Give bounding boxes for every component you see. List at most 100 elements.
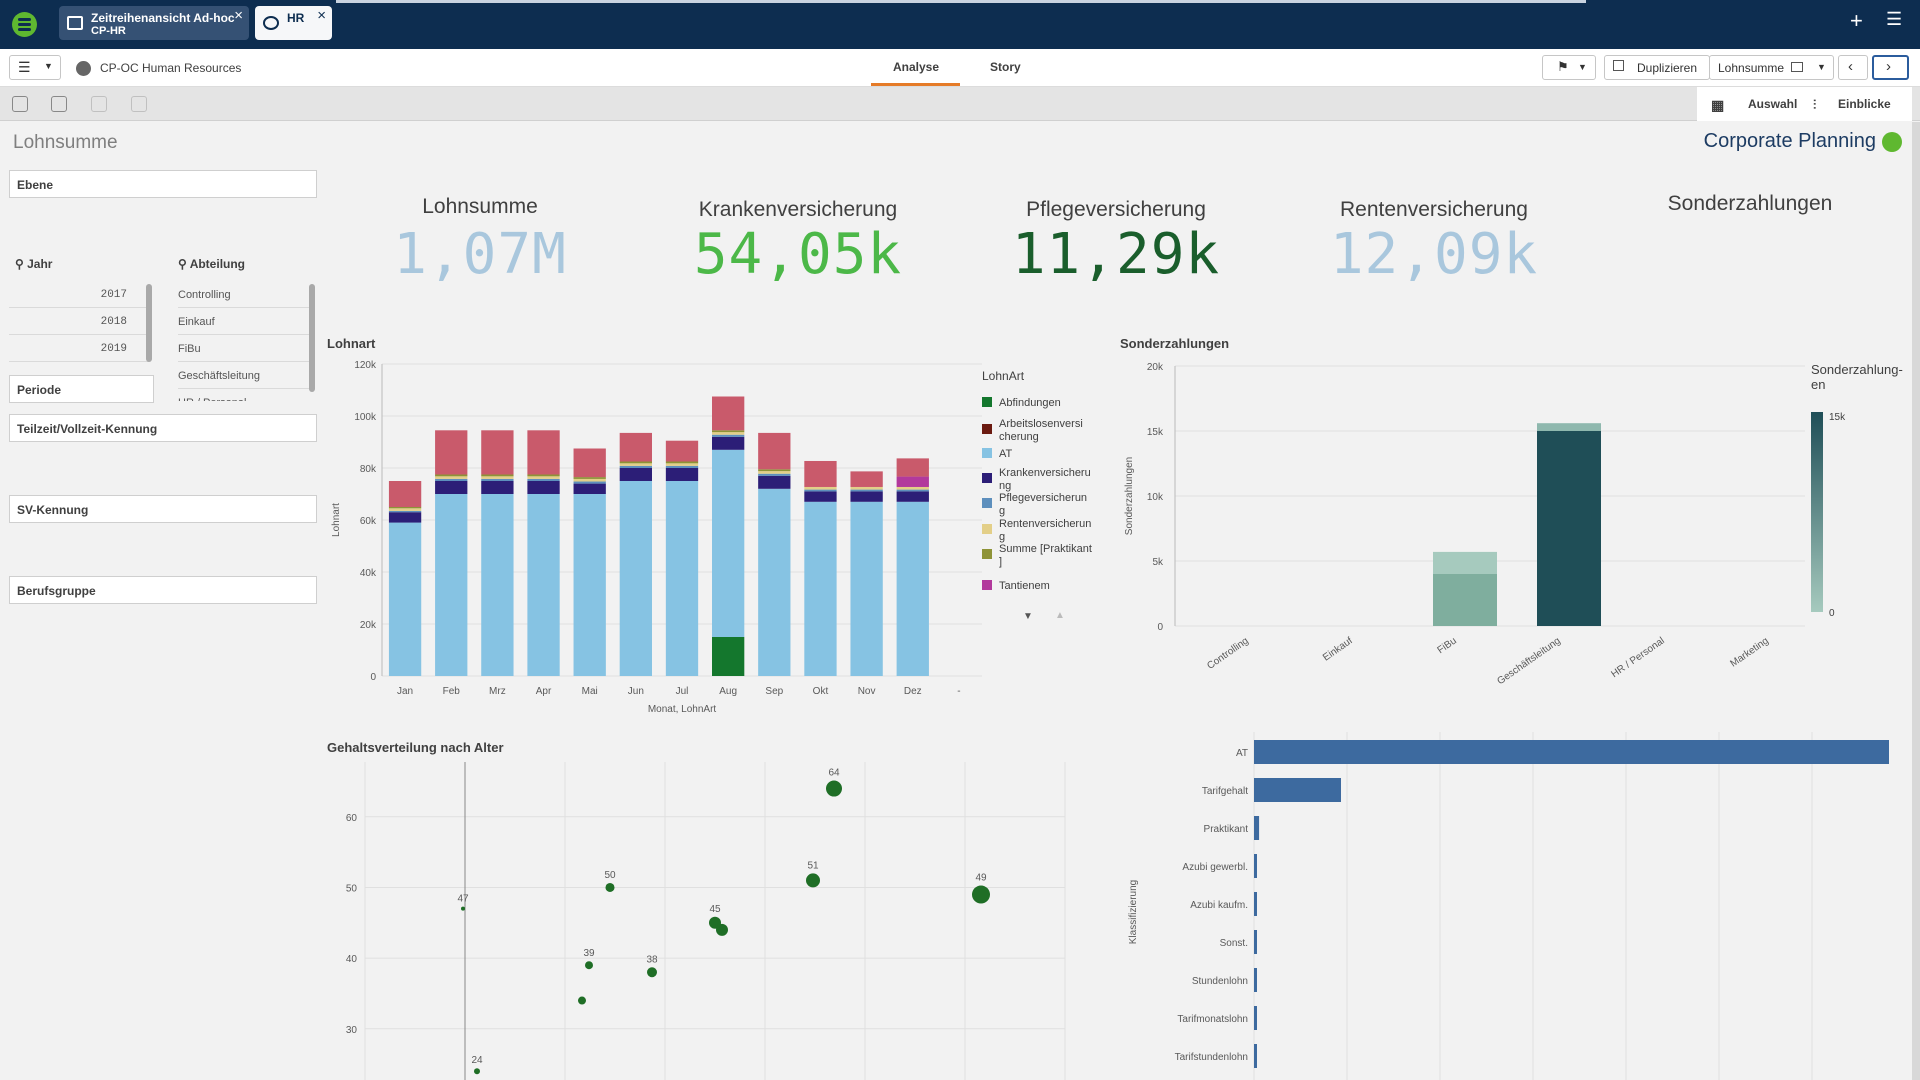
bar-segment xyxy=(435,430,468,475)
x-tick-label: FiBu xyxy=(1436,635,1459,656)
clear-selections-icon[interactable] xyxy=(131,96,147,112)
bar-segment xyxy=(896,476,929,487)
bar-segment xyxy=(573,477,606,479)
y-tick-label: Tarifstundenlohn xyxy=(1175,1052,1248,1063)
scatter-point xyxy=(605,882,615,892)
tab-hr[interactable]: HR × xyxy=(255,6,332,40)
close-icon[interactable]: × xyxy=(234,7,243,24)
abteilung-item-hr-personal[interactable]: HR / Personal xyxy=(178,389,312,401)
x-tick-label: Feb xyxy=(443,686,461,697)
x-tick-label: Okt xyxy=(813,686,829,697)
bar-segment xyxy=(665,468,699,481)
y-tick-label: Tarifmonatslohn xyxy=(1177,1014,1248,1025)
sheet-selector-label: Lohnsumme xyxy=(1718,61,1785,75)
chart-gehaltsverteilung[interactable]: 7060504030472439503845516449 xyxy=(325,762,1105,1080)
hamburger-icon: ☰ xyxy=(18,59,31,75)
y-tick-label: Praktikant xyxy=(1204,824,1249,835)
close-icon[interactable]: × xyxy=(317,7,326,24)
bar-segment xyxy=(527,430,560,475)
legend-label: Arbeitslosenversi xyxy=(999,418,1083,430)
legend-swatch xyxy=(982,524,992,534)
kpi-value-lohnsumme[interactable]: 1,07M xyxy=(393,222,567,287)
step-back-icon[interactable] xyxy=(91,96,107,112)
app-toolbar: ☰ ▼ CP-OC Human Resources Analyse Story … xyxy=(0,49,1920,87)
chart-sonderzahlungen[interactable]: 0 5k 10k 15k 20k Controlling Einkauf FiBu Geschä… xyxy=(1118,354,1908,714)
jahr-item-2017[interactable]: 2017 xyxy=(9,281,149,308)
app-logo-icon[interactable] xyxy=(12,12,37,37)
kpi-label-rentenversicherung: Rentenversicherung xyxy=(1340,198,1528,221)
bar-segment xyxy=(850,489,883,492)
sheet-selector[interactable]: Lohnsumme ▼ xyxy=(1709,55,1834,80)
selection-panel-icon[interactable]: ▦ xyxy=(1711,97,1725,113)
chart-lohnart[interactable]: 0 20k 40k 60k 80k 100k 120k Jan Feb Mrz Apr Mai Jun J… xyxy=(325,354,1105,714)
selection-panel-button[interactable]: Auswahl xyxy=(1748,97,1798,111)
abteilung-item-einkauf[interactable]: Einkauf xyxy=(178,308,312,335)
duplicate-button[interactable]: Duplizieren xyxy=(1604,55,1710,80)
bar-segment xyxy=(573,448,606,478)
bar-segment xyxy=(619,463,652,466)
bar-segment xyxy=(435,481,468,494)
abteilung-item-controlling[interactable]: Controlling xyxy=(178,281,312,308)
filter-periode[interactable]: Periode xyxy=(9,375,154,403)
tab-story[interactable]: Story xyxy=(990,60,1021,74)
legend-label: Rentenversicherun xyxy=(999,518,1091,530)
bar-segment xyxy=(850,501,883,676)
bar xyxy=(1254,968,1257,992)
jahr-list-label: Jahr xyxy=(27,257,53,271)
x-tick-label: Sep xyxy=(765,686,783,697)
menu-icon[interactable]: ☰ xyxy=(1886,9,1903,29)
bar-segment xyxy=(1537,423,1601,431)
filter-ebene[interactable]: Ebene xyxy=(9,170,317,198)
smart-search-icon[interactable] xyxy=(12,96,28,112)
selections-tool-icon[interactable] xyxy=(51,96,67,112)
previous-sheet-button[interactable]: ‹ xyxy=(1838,55,1868,80)
jahr-item-2018[interactable]: 2018 xyxy=(9,308,149,335)
insights-icon[interactable]: ⫶ xyxy=(1813,97,1817,112)
chevron-down-icon: ▼ xyxy=(1817,62,1826,72)
plus-icon[interactable]: + xyxy=(1850,8,1863,33)
jahr-scrollbar[interactable] xyxy=(146,284,152,362)
bar xyxy=(1254,816,1260,840)
bar-segment xyxy=(481,430,514,475)
filter-berufsgruppe[interactable]: Berufsgruppe xyxy=(9,576,317,604)
active-tab-indicator xyxy=(871,83,960,86)
abteilung-list-header[interactable]: ⚲ Abteilung xyxy=(178,257,245,271)
main-menu-button[interactable]: ☰ ▼ xyxy=(9,55,61,80)
abteilung-item-geschaeftsleitung[interactable]: Geschäftsleitung xyxy=(178,362,312,389)
legend-tick-label: 15k xyxy=(1829,412,1846,423)
tab-zeitreihenansicht[interactable]: Zeitreihenansicht Ad-hoc CP-HR × xyxy=(59,6,249,40)
insights-button[interactable]: Einblicke xyxy=(1838,97,1891,111)
filter-sv-kennung[interactable]: SV-Kennung xyxy=(9,495,317,523)
chevron-down-icon: ▼ xyxy=(44,61,53,71)
kpi-value-rentenversicherung[interactable]: 12,09k xyxy=(1329,222,1539,287)
bar-segment xyxy=(619,481,652,676)
jahr-list-header[interactable]: ⚲ Jahr xyxy=(15,257,52,271)
filter-teilzeit-vollzeit[interactable]: Teilzeit/Vollzeit-Kennung xyxy=(9,414,317,442)
page-scrollbar[interactable] xyxy=(1912,122,1920,1080)
bar-segment xyxy=(481,476,514,479)
bar-segment xyxy=(712,434,745,437)
jahr-item-2019[interactable]: 2019 xyxy=(9,335,149,362)
bar-segment xyxy=(527,476,560,479)
tab-analyse[interactable]: Analyse xyxy=(893,60,940,74)
legend-label: Pflegeversicherun xyxy=(999,492,1087,504)
kpi-value-krankenversicherung[interactable]: 54,05k xyxy=(693,222,903,287)
chart-klassifizierung[interactable]: AT Tarifgehalt Praktikant Azubi gewerbl. Azu… xyxy=(1118,732,1908,1080)
bar-segment xyxy=(850,471,883,487)
chart-title-lohnart: Lohnart xyxy=(327,336,376,351)
bar-segment xyxy=(758,488,791,676)
y-tick-label: 0 xyxy=(1157,622,1163,633)
abteilung-item-fibu[interactable]: FiBu xyxy=(178,335,312,362)
legend-title: LohnArt xyxy=(982,369,1025,383)
abteilung-scrollbar[interactable] xyxy=(309,284,315,392)
bookmark-button[interactable]: ⚑ ▼ xyxy=(1542,55,1596,80)
data-label: 47 xyxy=(457,894,469,905)
kpi-value-pflegeversicherung[interactable]: 11,29k xyxy=(1011,222,1221,287)
bar-segment xyxy=(758,473,791,476)
y-tick-label: 5k xyxy=(1152,557,1164,568)
data-label: 50 xyxy=(604,870,616,881)
bar xyxy=(1254,778,1341,802)
next-sheet-button[interactable]: › xyxy=(1872,55,1909,80)
bar-segment xyxy=(388,510,422,513)
bookmark-icon: ⚑ xyxy=(1557,59,1569,74)
